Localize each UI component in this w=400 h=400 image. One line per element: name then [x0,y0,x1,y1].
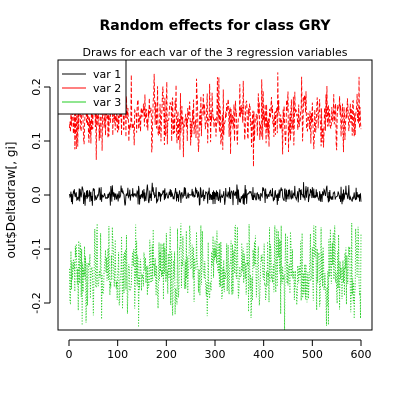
legend-label-var-2: var 2 [93,82,121,95]
plot-frame [57,59,373,331]
axis-layer: 0 100 200 300 400 500 600 -0.2 -0.1 0.0 0.1 0.2 [30,78,372,361]
x-tick-label: 300 [205,348,226,361]
series-line-var-1 [69,182,362,206]
y-tick-label: 0.1 [30,132,43,150]
chart-title: Random effects for class GRY [99,18,331,34]
y-tick-label: 0.0 [30,186,43,204]
legend-label-var-3: var 3 [93,96,121,109]
series-line-var-2 [69,72,362,167]
series-layer [69,72,362,330]
legend-box [57,59,127,115]
x-tick-label: 500 [302,348,323,361]
y-tick-label: -0.1 [30,238,43,259]
x-tick-label: 0 [66,348,73,361]
x-tick-label: 200 [156,348,177,361]
x-tick-label: 400 [253,348,274,361]
chart-subtitle: Draws for each var of the 3 regression v… [83,46,348,59]
y-axis-label: out$Deltadraw[, gi] [4,142,18,259]
x-tick-label: 600 [351,348,372,361]
legend-label-var-1: var 1 [93,68,121,81]
x-tick-label: 100 [107,348,128,361]
y-tick-label: 0.2 [30,78,43,96]
series-line-var-3 [69,223,362,330]
legend: var 1 var 2 var 3 [57,59,127,115]
y-tick-label: -0.2 [30,292,43,313]
